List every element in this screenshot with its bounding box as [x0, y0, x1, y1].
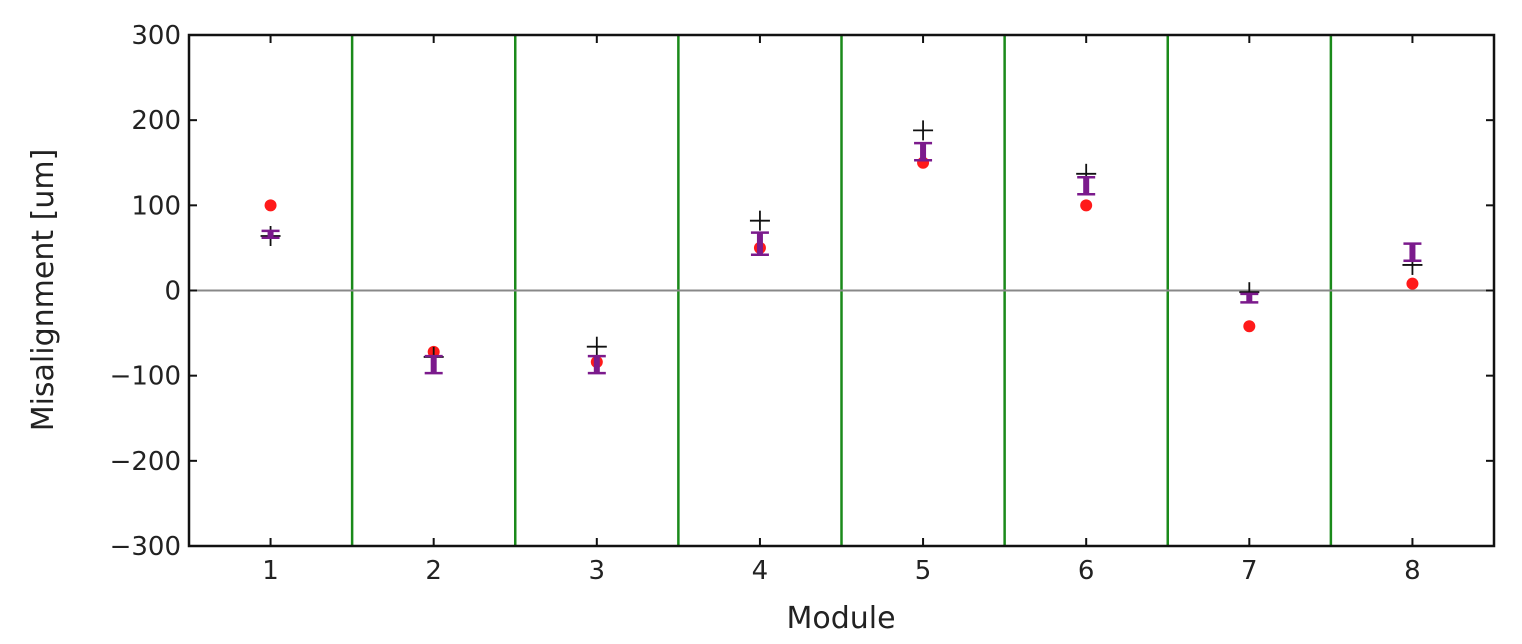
x-tick-label: 8: [1404, 556, 1421, 586]
y-tick-label: 100: [131, 191, 181, 221]
x-axis: 1 2 3 4 5 6 7 8: [262, 35, 1421, 586]
errorbar-point: [1240, 292, 1259, 304]
red-point: [1406, 277, 1419, 290]
x-tick-label: 5: [915, 556, 932, 586]
red-point: [1080, 199, 1093, 212]
data-marks: [260, 120, 1423, 375]
errorbar-point: [261, 229, 280, 239]
y-tick-label: 200: [131, 106, 181, 136]
y-axis: −300 −200 −100 0 100 200 300: [110, 21, 1494, 562]
plus-point: [586, 336, 607, 357]
y-axis-title: Misalignment [um]: [26, 149, 61, 432]
y-tick-label: 300: [131, 21, 181, 51]
red-point: [1243, 320, 1256, 333]
errorbar-point: [750, 231, 769, 256]
x-tick-label: 7: [1241, 556, 1258, 586]
plus-point: [749, 210, 770, 231]
x-tick-label: 4: [752, 556, 769, 586]
plus-point: [913, 120, 934, 141]
y-tick-label: −100: [110, 362, 181, 392]
errorbar-point: [1403, 242, 1422, 262]
x-tick-label: 1: [262, 556, 279, 586]
x-axis-title: Module: [786, 601, 895, 636]
errorbar-point: [914, 141, 933, 162]
y-tick-label: −200: [110, 447, 181, 477]
red-point: [264, 199, 277, 212]
y-tick-label: −300: [110, 532, 181, 562]
errorbar-point: [424, 354, 443, 375]
y-tick-label: 0: [164, 277, 181, 307]
errorbar-point: [1077, 175, 1096, 196]
errorbar-point: [587, 354, 606, 375]
x-tick-label: 3: [589, 556, 606, 586]
x-tick-label: 6: [1078, 556, 1095, 586]
x-tick-label: 2: [425, 556, 442, 586]
